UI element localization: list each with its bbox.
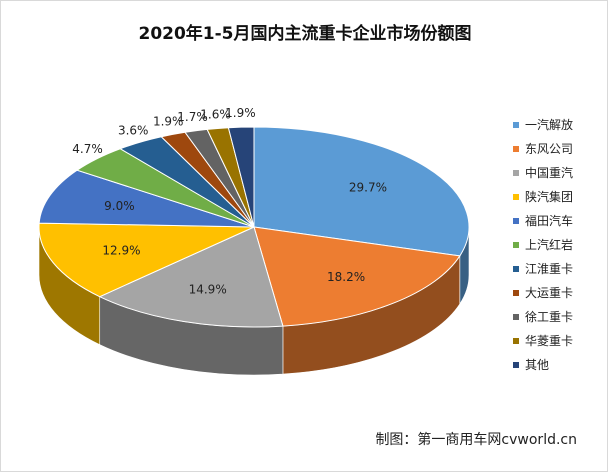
data-label-4: 9.0% xyxy=(104,199,135,213)
pie-side-walls xyxy=(38,226,470,376)
legend-label: 陕汽集团 xyxy=(525,190,574,204)
legend-item-5: 上汽红岩 xyxy=(513,233,573,257)
pie-top-faces xyxy=(38,126,470,328)
pie-slice-10 xyxy=(227,126,255,228)
data-label-5: 4.7% xyxy=(72,142,103,156)
data-label-2: 14.9% xyxy=(189,282,227,296)
chart-title: 2020年1-5月国内主流重卡企业市场份额图 xyxy=(138,24,472,44)
legend-swatch xyxy=(513,194,519,200)
legend-swatch xyxy=(513,218,519,224)
legend-swatch xyxy=(513,290,519,296)
data-label-10: 1.9% xyxy=(225,106,256,120)
legend-item-1: 东风公司 xyxy=(513,137,573,161)
legend-swatch xyxy=(513,146,519,152)
legend-label: 其他 xyxy=(525,358,550,372)
legend-item-9: 华菱重卡 xyxy=(513,329,573,353)
legend-label: 徐工重卡 xyxy=(525,310,574,324)
legend-swatch xyxy=(513,242,519,248)
legend-swatch xyxy=(513,362,519,368)
legend-label: 江淮重卡 xyxy=(525,262,574,276)
data-label-9: 1.6% xyxy=(200,108,231,122)
legend-item-2: 中国重汽 xyxy=(513,161,573,185)
data-label-1: 18.2% xyxy=(327,270,365,284)
data-label-6: 3.6% xyxy=(118,123,149,137)
legend-swatch xyxy=(513,170,519,176)
chart-legend: 一汽解放东风公司中国重汽陕汽集团福田汽车上汽红岩江淮重卡大运重卡徐工重卡华菱重卡… xyxy=(513,113,573,377)
data-label-0: 29.7% xyxy=(349,181,387,195)
legend-item-6: 江淮重卡 xyxy=(513,257,573,281)
legend-item-8: 徐工重卡 xyxy=(513,305,573,329)
legend-label: 东风公司 xyxy=(525,142,574,156)
legend-item-4: 福田汽车 xyxy=(513,209,573,233)
legend-item-0: 一汽解放 xyxy=(513,113,573,137)
data-label-7: 1.9% xyxy=(153,114,184,128)
legend-label: 福田汽车 xyxy=(525,214,574,228)
legend-swatch xyxy=(513,338,519,344)
data-label-8: 1.7% xyxy=(177,110,208,124)
legend-swatch xyxy=(513,122,519,128)
legend-item-3: 陕汽集团 xyxy=(513,185,573,209)
legend-item-10: 其他 xyxy=(513,353,573,377)
legend-label: 一汽解放 xyxy=(525,118,574,132)
legend-label: 大运重卡 xyxy=(525,286,574,300)
legend-label: 华菱重卡 xyxy=(525,334,574,348)
legend-item-7: 大运重卡 xyxy=(513,281,573,305)
pie-slice-4 xyxy=(38,169,255,228)
pie-slice-2 xyxy=(98,226,284,328)
legend-label: 上汽红岩 xyxy=(525,238,574,252)
pie-slice-3 xyxy=(38,222,255,298)
legend-swatch xyxy=(513,314,519,320)
legend-swatch xyxy=(513,266,519,272)
pie-data-labels: 29.7%18.2%14.9%12.9%9.0%4.7%3.6%1.9%1.7%… xyxy=(72,106,387,296)
pie-slice-0 xyxy=(253,126,470,257)
credit-text: 制图：第一商用车网cvworld.cn xyxy=(375,432,577,448)
data-label-3: 12.9% xyxy=(102,244,140,258)
pie-slice-1 xyxy=(253,226,461,327)
legend-label: 中国重汽 xyxy=(525,166,574,180)
